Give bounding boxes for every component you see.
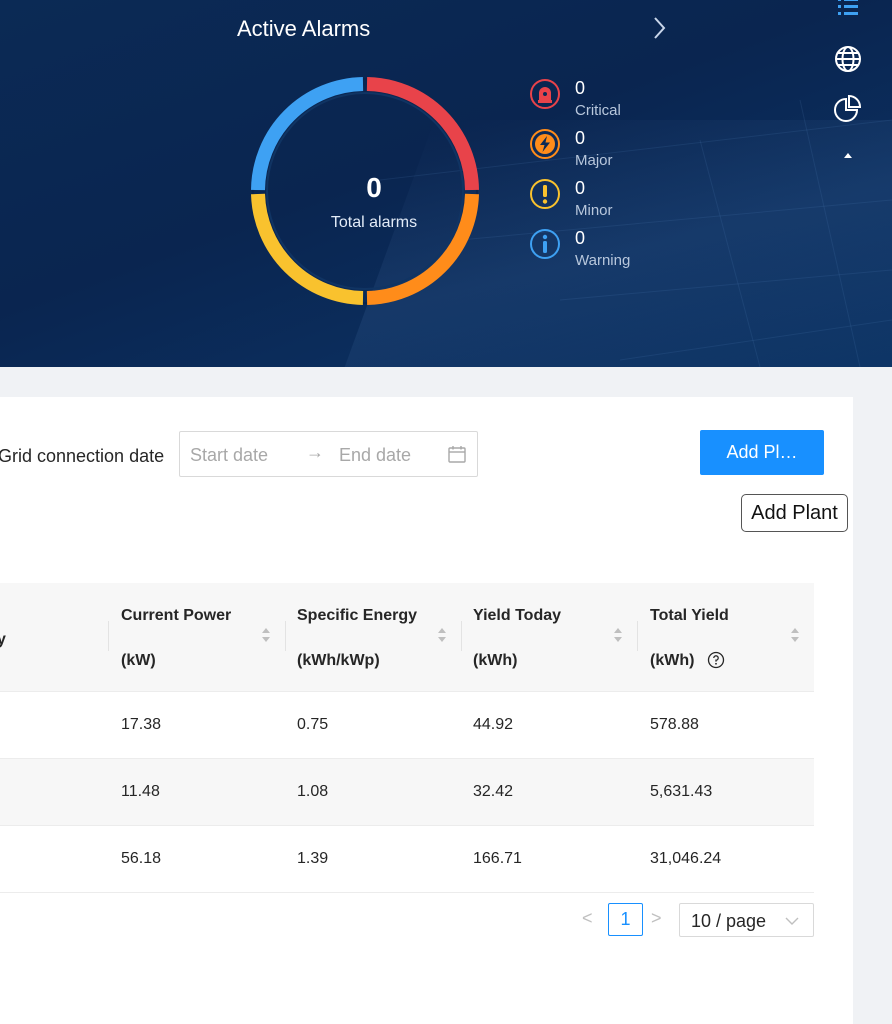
- table-header-specific-energy[interactable]: Specific Energy (kWh/kWp): [285, 583, 461, 692]
- alarm-light-icon: [529, 78, 561, 110]
- exclamation-icon: [529, 178, 561, 210]
- total-alarms-count: 0: [366, 172, 382, 203]
- minor-count: 0: [575, 178, 586, 198]
- pie-chart-icon[interactable]: [830, 91, 866, 127]
- alarm-legend: 0 Critical 0 Major: [529, 76, 669, 276]
- warning-label: Warning: [575, 252, 631, 269]
- sort-icon[interactable]: [789, 625, 801, 645]
- active-alarms-panel: Active Alarms 0 Total alarms: [0, 0, 892, 367]
- caret-up-icon[interactable]: [830, 140, 866, 176]
- table-header-total-yield[interactable]: Total Yield (kWh): [637, 583, 814, 692]
- cell-specific-energy: 1.39: [297, 850, 329, 867]
- table-row[interactable]: 11.48 1.08 32.42 5,631.43: [0, 759, 814, 826]
- sort-icon[interactable]: [260, 625, 272, 645]
- grid-connection-date-picker[interactable]: Start date → End date: [179, 431, 478, 477]
- panel-background-lines: [379, 99, 892, 367]
- table-row[interactable]: 17.38 0.75 44.92 578.88: [0, 692, 814, 759]
- cell-current-power: 17.38: [121, 716, 162, 733]
- legend-item-warning: 0 Warning: [529, 226, 669, 276]
- cell-specific-energy: 1.08: [297, 783, 329, 800]
- pagination-prev-button[interactable]: <: [582, 908, 593, 928]
- pagination-next-button[interactable]: >: [651, 908, 662, 928]
- minor-label: Minor: [575, 202, 613, 219]
- cell-current-power: 11.48: [121, 783, 160, 800]
- add-plant-tooltip: Add Plant: [741, 494, 848, 532]
- cell-total-yield: 31,046.24: [650, 850, 722, 867]
- chevron-down-icon: [784, 914, 800, 928]
- donut-segment-critical: [366, 77, 479, 191]
- page-size-select[interactable]: 10 / page: [679, 903, 814, 937]
- cell-specific-energy: 0.75: [297, 716, 329, 733]
- globe-icon[interactable]: [830, 41, 866, 77]
- legend-item-major: 0 Major: [529, 126, 669, 176]
- panel-title: Active Alarms: [237, 16, 371, 41]
- critical-label: Critical: [575, 102, 621, 119]
- cell-yield-today: 32.42: [473, 783, 514, 800]
- legend-item-critical: 0 Critical: [529, 76, 669, 126]
- calendar-icon[interactable]: [447, 444, 467, 464]
- help-circle-icon[interactable]: [707, 651, 725, 669]
- donut-segment-minor: [251, 193, 364, 305]
- plant-table-header: y Current Power (kW) Specific Energy (kW…: [0, 583, 814, 692]
- cell-yield-today: 166.71: [473, 850, 522, 867]
- alarm-donut-chart: 0 Total alarms: [251, 77, 482, 308]
- end-date-input[interactable]: End date: [339, 445, 412, 465]
- major-count: 0: [575, 128, 586, 148]
- legend-item-minor: 0 Minor: [529, 176, 669, 226]
- add-plant-button[interactable]: Add Pl…: [700, 430, 824, 475]
- info-icon: [529, 228, 561, 260]
- cell-total-yield: 5,631.43: [650, 783, 713, 800]
- grid-connection-date-label: Grid connection date: [0, 446, 165, 466]
- critical-count: 0: [575, 78, 586, 98]
- table-row[interactable]: 56.18 1.39 166.71 31,046.24: [0, 826, 814, 893]
- cell-yield-today: 44.92: [473, 716, 514, 733]
- donut-segment-warning: [251, 77, 364, 191]
- list-icon[interactable]: [830, 0, 866, 28]
- pagination-page-1[interactable]: 1: [608, 903, 643, 936]
- side-toolbar: [826, 0, 870, 200]
- lightning-icon: [529, 128, 561, 160]
- cell-total-yield: 578.88: [650, 716, 699, 733]
- table-header-yield-today[interactable]: Yield Today (kWh): [461, 583, 637, 692]
- start-date-input[interactable]: Start date: [190, 445, 269, 465]
- chevron-right-icon[interactable]: [650, 14, 670, 42]
- warning-count: 0: [575, 228, 586, 248]
- total-alarms-label: Total alarms: [330, 214, 418, 231]
- range-arrow-icon: →: [306, 442, 324, 462]
- table-header-partial: y: [0, 631, 6, 648]
- sort-icon[interactable]: [612, 625, 624, 645]
- sort-icon[interactable]: [436, 625, 448, 645]
- donut-segment-major: [366, 193, 479, 305]
- major-label: Major: [575, 152, 613, 169]
- cell-current-power: 56.18: [121, 850, 162, 867]
- table-header-current-power[interactable]: Current Power (kW): [108, 583, 285, 692]
- page-size-value: 10 / page: [691, 911, 767, 931]
